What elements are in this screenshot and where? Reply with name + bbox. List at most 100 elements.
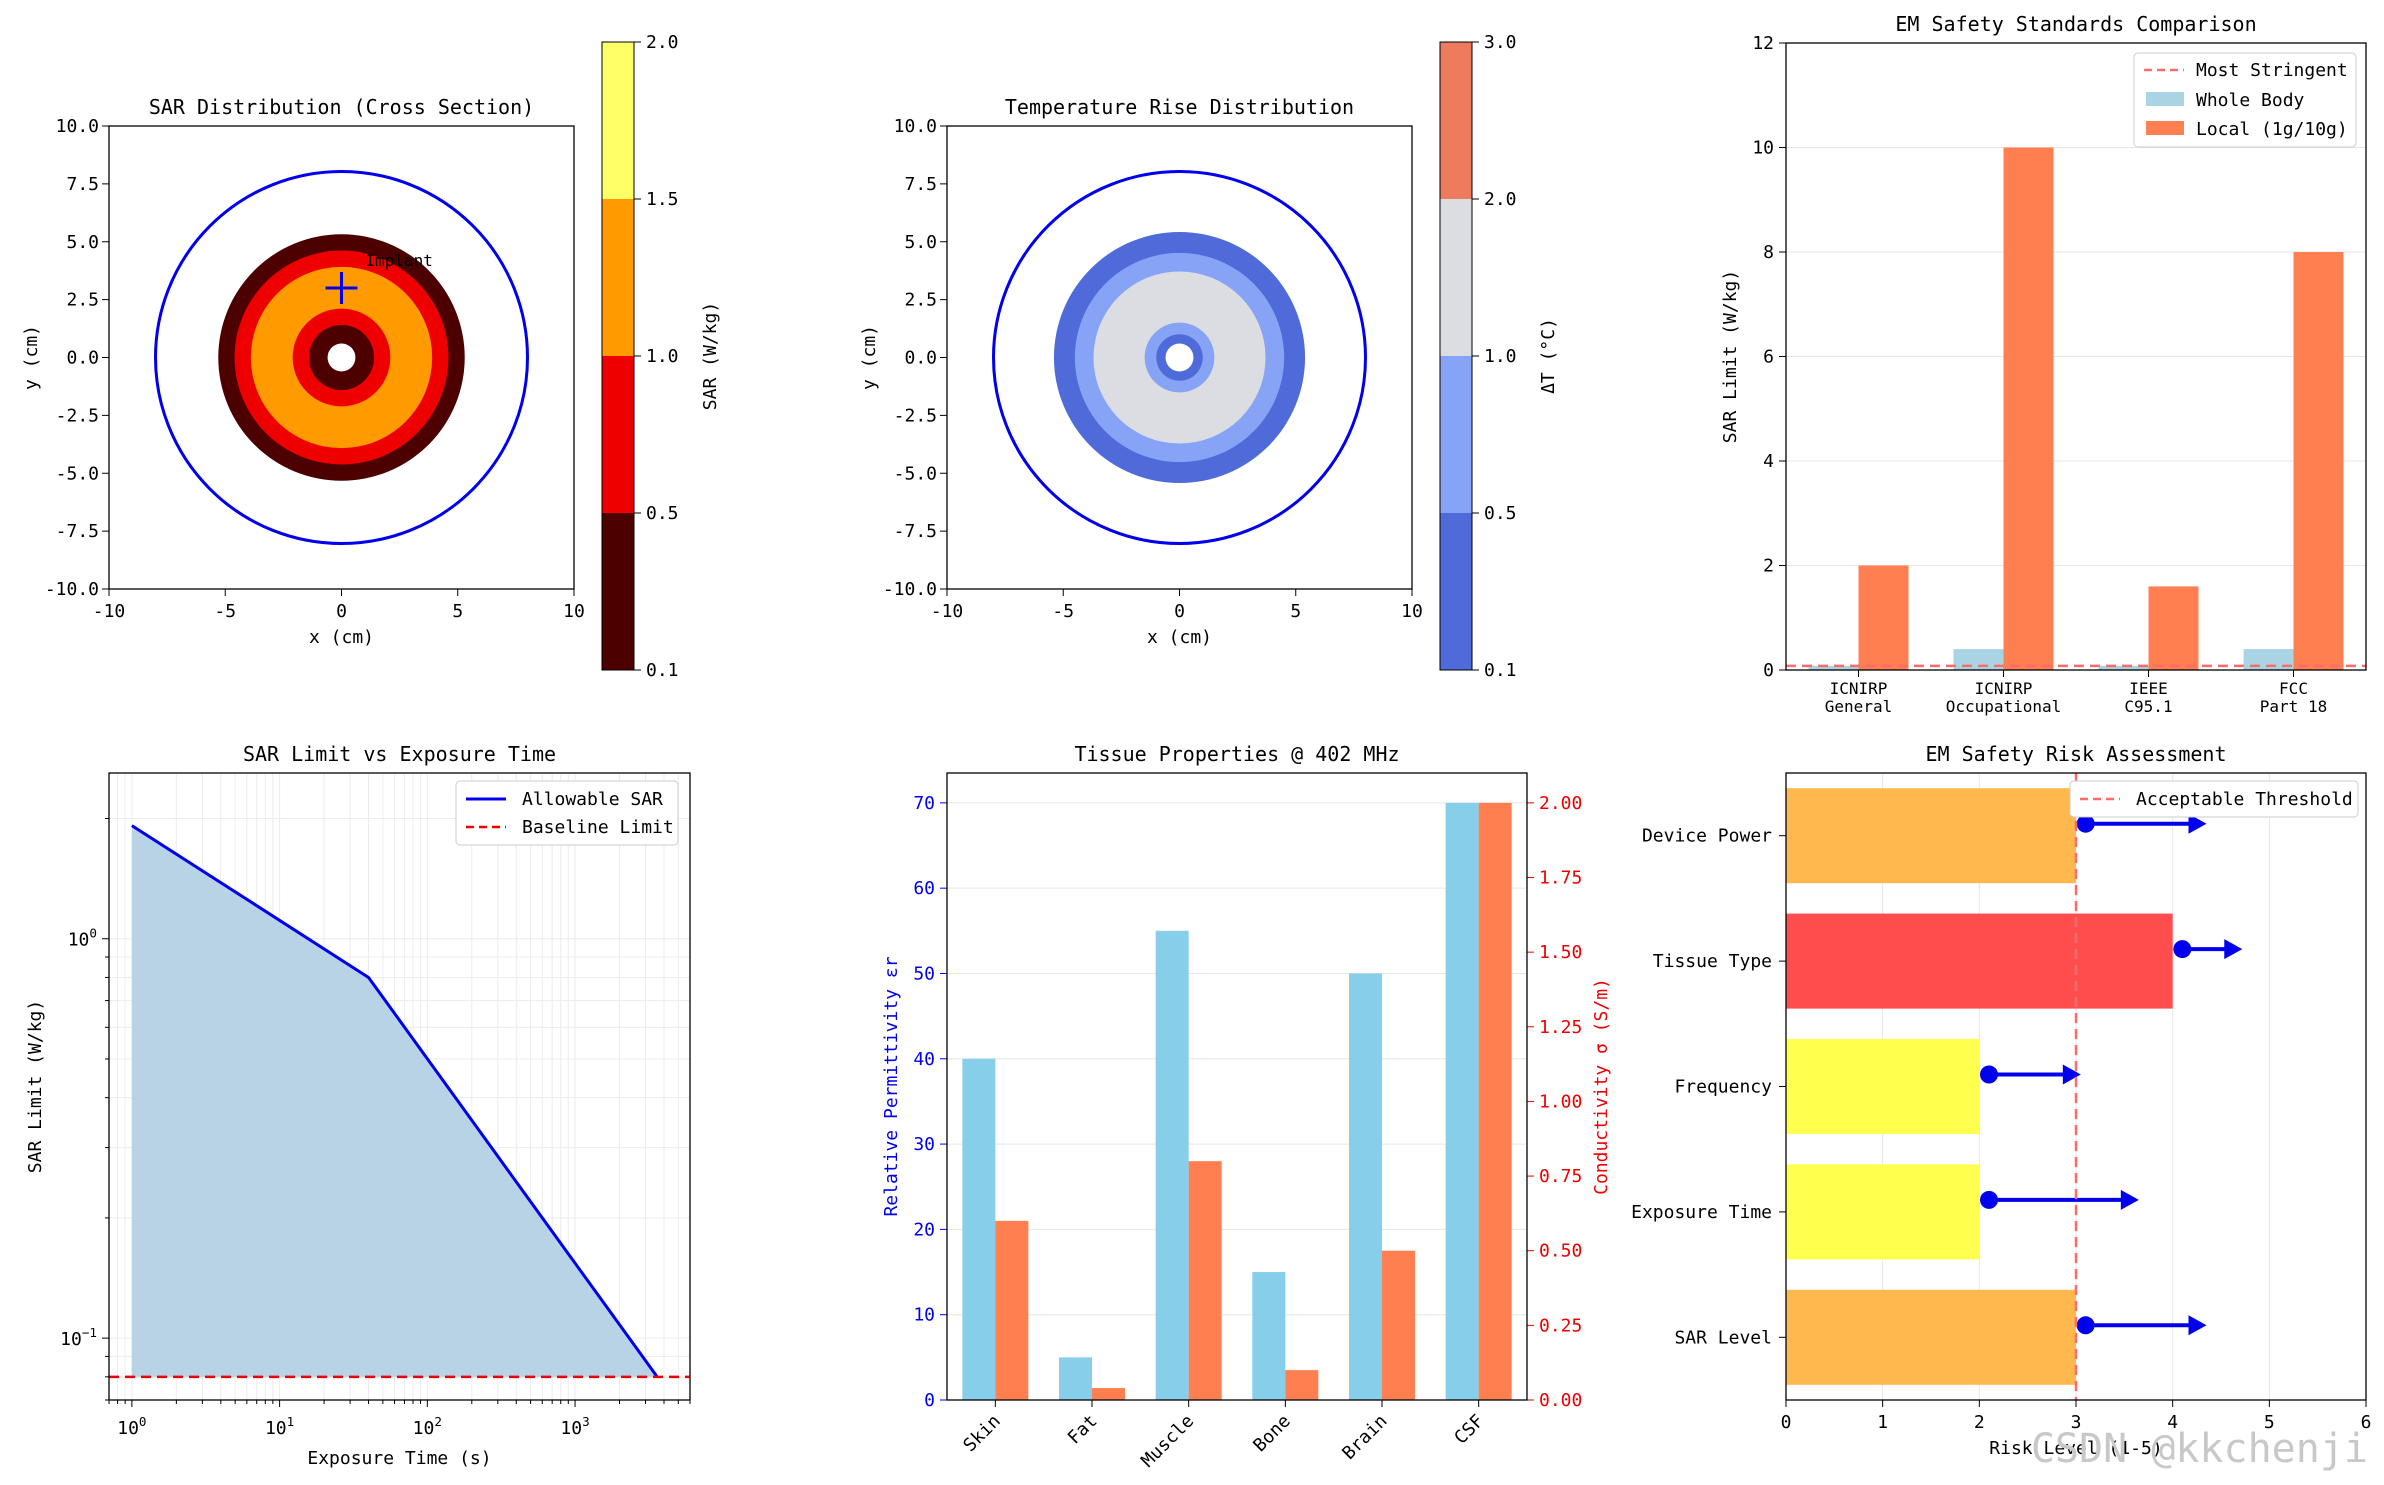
x-axis-label: x (cm) (1147, 627, 1212, 648)
x-tick-label: 5 (452, 601, 463, 622)
x-tick-label: 3 (2071, 1412, 2082, 1433)
bar-conductivity (1382, 1250, 1415, 1400)
colorbar-tick-label: 2.0 (1484, 189, 1517, 210)
bar-permittivity (1252, 1272, 1286, 1400)
x-tick-label: Bone (1249, 1411, 1295, 1457)
y-right-tick-label: 0.75 (1539, 1166, 1582, 1187)
colorbar-tick-label: 1.0 (1484, 346, 1517, 367)
x-tick-label: 0 (336, 601, 347, 622)
y-right-tick-label: 0.00 (1539, 1390, 1582, 1411)
y-axis-label: y (cm) (859, 325, 880, 390)
risk-bar (1786, 913, 2173, 1009)
y-tick-label: -5.0 (894, 463, 937, 484)
legend-swatch (2146, 92, 2184, 106)
y-tick-label: -2.5 (56, 405, 99, 426)
colorbar-segment-2 (1440, 199, 1472, 356)
bar-permittivity (1059, 1357, 1092, 1400)
x-tick-label: ICNIRP (1830, 679, 1888, 698)
x-tick-label: 103 (560, 1414, 589, 1439)
y-axis-label: SAR Limit (W/kg) (25, 1000, 46, 1173)
legend-label: Baseline Limit (522, 817, 674, 838)
y-tick-label: -10.0 (883, 579, 937, 600)
colorbar-segment-1 (602, 356, 634, 513)
y-tick-label: 5.0 (904, 232, 937, 253)
sar-vs-exposure-panel: SAR Limit vs Exposure Time 100 101 102 103 10… (25, 742, 691, 1469)
x-tick-label: FCC (2279, 679, 2308, 698)
colorbar-segment-3 (1440, 42, 1472, 199)
outline-circle (992, 170, 1367, 545)
bar-whole-body (1808, 665, 1859, 670)
y-tick-label: -2.5 (894, 405, 937, 426)
y-tick-label: -7.5 (56, 521, 99, 542)
y-tick-label: 10.0 (894, 116, 937, 137)
plot-frame (946, 772, 1528, 1401)
risk-point (2173, 940, 2192, 959)
y-tick-label: 60 (913, 878, 935, 899)
colorbar-segment-2 (602, 199, 634, 356)
plot-frame (1785, 42, 2367, 671)
bar-whole-body (2098, 665, 2149, 670)
y-tick-label: Exposure Time (1631, 1202, 1772, 1223)
y-axis-label: SAR Limit (W/kg) (1720, 270, 1741, 443)
colorbar-tick-label: 1.5 (646, 189, 679, 210)
legend: Acceptable Threshold (2069, 780, 2359, 818)
bar-local-1g-10g- (2293, 252, 2344, 670)
x-tick-label: -5 (214, 601, 236, 622)
y-tick-label: 20 (913, 1219, 935, 1240)
trend-arrow-head (2120, 1189, 2139, 1210)
x-axis-label: Exposure Time (s) (307, 1448, 491, 1469)
watermark: CSDN @kkchenji (2031, 1426, 2368, 1472)
bar-conductivity (1285, 1370, 1319, 1400)
y-tick-label: -10.0 (45, 579, 99, 600)
chart-title: SAR Limit vs Exposure Time (243, 742, 556, 766)
y-tick-label: 0 (924, 1390, 935, 1411)
risk-point (1980, 1065, 1998, 1084)
bar-permittivity (962, 1058, 996, 1400)
y-tick-label: 8 (1763, 242, 1774, 263)
colorbar-segment-0 (602, 513, 634, 670)
legend-label: Allowable SAR (522, 789, 663, 810)
legend: Most Stringent Whole Body Local (1g/10g) (2133, 52, 2357, 148)
chart-title: Temperature Rise Distribution (1005, 95, 1354, 119)
x-tick-label: 6 (2361, 1412, 2372, 1433)
y-tick-label: 2.5 (904, 290, 937, 311)
plot-frame (1785, 772, 2367, 1401)
colorbar-tick-label: 0.1 (1484, 660, 1517, 681)
x-tick-label: 102 (413, 1414, 442, 1439)
colorbar-tick-label: 0.5 (646, 503, 679, 524)
bar-conductivity (1188, 1161, 1222, 1400)
x-tick-label: CSF (1450, 1411, 1488, 1449)
colorbar-label: ΔT (°C) (1538, 318, 1559, 394)
x-tick-label: 100 (117, 1414, 146, 1439)
y-tick-label: Device Power (1642, 826, 1772, 847)
y-tick-label: 10.0 (56, 116, 99, 137)
trend-arrow-head (2188, 813, 2207, 834)
y-right-tick-label: 0.50 (1539, 1241, 1582, 1262)
y-tick-label: 0.0 (904, 348, 937, 369)
y-right-tick-label: 1.50 (1539, 942, 1582, 963)
x-tick-label: Fat (1064, 1411, 1102, 1449)
y-tick-label: 10−1 (60, 1325, 97, 1350)
x-tick-label: 10 (1401, 601, 1423, 622)
bar-permittivity (1155, 930, 1189, 1400)
x-tick-label: 101 (265, 1414, 294, 1439)
y-tick-label: -5.0 (56, 463, 99, 484)
legend-frame (455, 780, 679, 846)
y-right-axis-label: Conductivity σ (S/m) (1591, 978, 1612, 1195)
colorbar-tick-label: 0.5 (1484, 503, 1517, 524)
y-tick-label: 2.5 (66, 290, 99, 311)
y-tick-label: Tissue Type (1653, 951, 1772, 972)
y-tick-label: 10 (913, 1305, 935, 1326)
trend-arrow-head (2188, 1315, 2207, 1336)
legend-label: Acceptable Threshold (2136, 789, 2353, 810)
y-right-tick-label: 0.25 (1539, 1315, 1582, 1336)
y-tick-label: 6 (1763, 347, 1774, 368)
colorbar-tick-label: 0.1 (646, 660, 679, 681)
trend-arrow-head (2224, 939, 2243, 960)
x-tick-label: -10 (931, 601, 964, 622)
y-tick-label: 10 (1752, 138, 1774, 159)
x-tick-label: IEEE (2129, 679, 2168, 698)
x-tick-label: 5 (2264, 1412, 2275, 1433)
trend-arrow-head (2062, 1064, 2081, 1085)
legend-label: Most Stringent (2196, 60, 2348, 81)
